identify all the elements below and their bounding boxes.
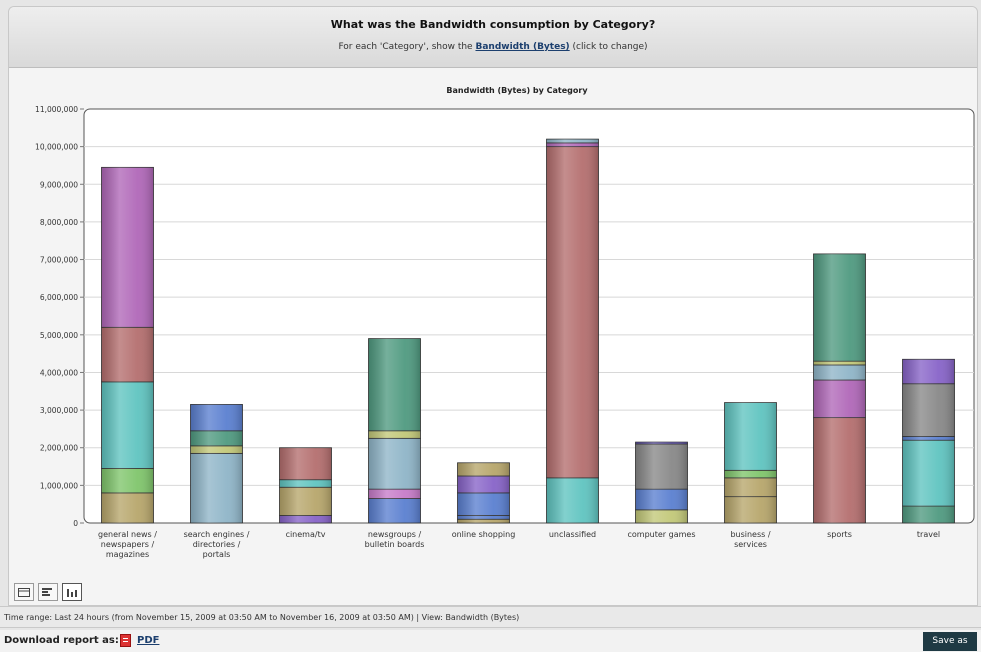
x-tick-label: directories / [193,540,241,549]
y-tick-label: 5,000,000 [40,331,78,340]
bar-segment-gloss [902,436,955,441]
x-tick-label: search engines / [184,530,250,539]
bar-segment-gloss [457,462,510,476]
bar-segment-gloss [457,492,510,516]
vertical-bar-icon[interactable] [62,583,82,601]
x-tick-label: newspapers / [101,540,155,549]
bar-segment-gloss [902,359,955,384]
bandwidth-chart: Bandwidth (Bytes) by Category 0 1,000,000 2… [35,86,975,559]
y-tick-label: 9,000,000 [40,180,78,189]
bar-segment-gloss [724,470,777,478]
y-tick-label: 2,000,000 [40,444,78,453]
bar-segment-gloss [546,139,599,143]
bar-segment-gloss [101,167,154,328]
x-tick-label: general news / [98,530,157,539]
bar-segment-gloss [279,515,332,523]
download-bar: Download report as: PDF Save as [0,630,981,652]
download-label: Download report as: [4,635,119,646]
bar-segment-gloss [457,475,510,493]
y-tick-label: 4,000,000 [40,368,78,377]
bar-segment-gloss [635,442,688,444]
pdf-download-link[interactable]: PDF [137,635,160,646]
bar-segment-gloss [101,381,154,469]
bar-segment-gloss [279,479,332,488]
x-tick-label: services [734,540,767,549]
bar-segment-gloss [724,402,777,471]
bar-segment-gloss [813,253,866,362]
x-tick-label: unclassified [549,530,596,539]
bar-segment-gloss [546,477,599,523]
report-question: What was the Bandwidth consumption by Ca… [330,18,656,31]
y-tick-label: 6,000,000 [40,293,78,302]
x-tick-label: cinema/tv [286,530,326,539]
x-tick-label: computer games [628,530,696,539]
x-tick-label: business / [730,530,770,539]
bar-segment-gloss [813,364,866,380]
pdf-icon[interactable] [120,634,131,647]
x-tick-label: travel [917,530,940,539]
bar-segment-gloss [546,146,599,478]
table-view-icon[interactable] [14,583,34,601]
time-range-bar: Time range: Last 24 hours (from November… [0,606,981,628]
bar-segment-gloss [101,327,154,382]
x-tick-label: bulletin boards [365,540,425,549]
y-tick-label: 11,000,000 [35,105,78,114]
bar-segment-gloss [368,430,421,439]
metric-change-link[interactable]: Bandwidth (Bytes) [475,42,570,52]
y-tick-label: 1,000,000 [40,481,78,490]
y-tick-label: 10,000,000 [35,143,78,152]
y-tick-label: 0 [73,519,78,528]
y-tick-label: 3,000,000 [40,406,78,415]
bar-segment-gloss [635,489,688,510]
bar-segment-gloss [279,447,332,480]
bar-segment-gloss [368,498,421,523]
bar-segment-gloss [457,519,510,523]
x-tick-label: newsgroups / [368,530,422,539]
bar-segment-gloss [635,509,688,523]
bar-segment-gloss [368,489,421,499]
bar-segment-gloss [546,142,599,147]
bar-segment-gloss [190,430,243,446]
bar-segment-gloss [279,487,332,516]
bar-segment-gloss [724,496,777,523]
bar-segment-gloss [190,445,243,454]
save-as-button[interactable]: Save as [923,632,977,651]
x-tick-label: sports [827,530,852,539]
report-header: What was the Bandwidth consumption by Ca… [9,7,977,68]
subtitle-prefix: For each 'Category', show the [338,42,473,52]
chart-title: Bandwidth (Bytes) by Category [446,86,588,95]
bar-segment-gloss [902,506,955,523]
horizontal-bar-icon[interactable] [38,583,58,601]
bar-segment-gloss [724,477,777,497]
bar-segment-gloss [190,404,243,431]
subtitle-suffix: (click to change) [572,42,648,52]
report-subtitle: For each 'Category', show the Bandwidth … [9,42,977,52]
y-tick-label: 8,000,000 [40,218,78,227]
bar-segment-gloss [101,468,154,493]
bar-segment-gloss [902,383,955,437]
bar-segment-gloss [635,443,688,490]
x-tick-label: online shopping [452,530,516,539]
chart-type-toolbar [14,583,82,603]
bar-segment-gloss [101,492,154,523]
bar-segment-gloss [813,361,866,365]
bar-segment-gloss [190,453,243,523]
y-tick-label: 7,000,000 [40,256,78,265]
bar-segment-gloss [902,440,955,507]
bar-segment-gloss [813,379,866,418]
bar-segment-gloss [368,338,421,431]
bar-segment-gloss [813,417,866,523]
bar-segment-gloss [368,438,421,490]
x-tick-label: magazines [106,550,149,559]
x-tick-label: portals [203,550,231,559]
bar-segment-gloss [457,515,510,520]
